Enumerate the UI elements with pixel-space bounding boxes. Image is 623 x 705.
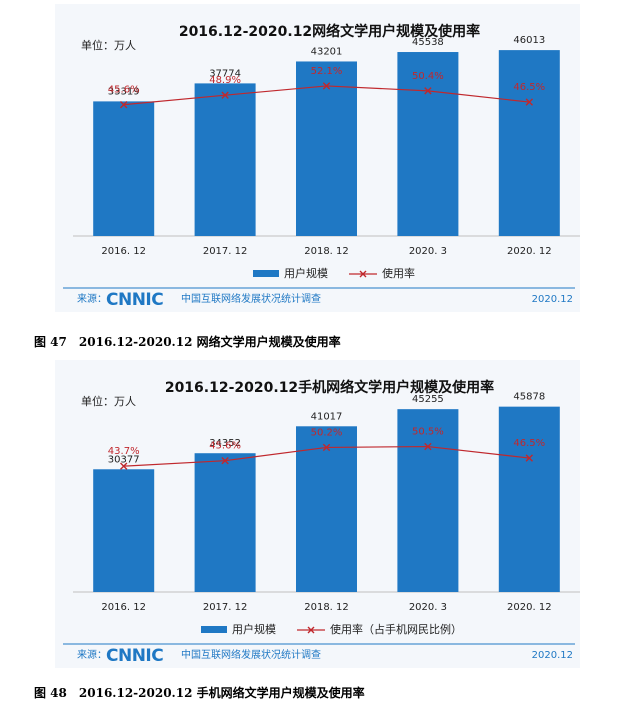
chart-panel-2: 2016.12-2020.12手机网络文学用户规模及使用率单位：万人 30377 2… xyxy=(55,360,580,668)
line-point-marker xyxy=(424,87,432,95)
line-point-marker xyxy=(322,443,331,452)
figure-caption-2: 图 48 2016.12-2020.12 手机网络文学用户规模及使用率 xyxy=(34,684,365,701)
bar xyxy=(498,406,560,592)
chart-title: 2016.12-2020.12手机网络文学用户规模及使用率 xyxy=(165,379,494,396)
figure-caption-text-1: 2016.12-2020.12 网络文学用户规模及使用率 xyxy=(78,335,341,349)
bar xyxy=(296,61,357,237)
legend-bar-label: 用户规模 xyxy=(284,266,328,280)
line-value-label: 50.4% xyxy=(412,71,444,82)
figure-number-1: 图 47 xyxy=(34,335,67,349)
line-point-marker xyxy=(120,462,128,470)
chart-title: 2016.12-2020.12网络文学用户规模及使用率 xyxy=(179,23,480,40)
x-tick-label: 2016. 12 xyxy=(101,602,146,613)
bar-value-label: 43201 xyxy=(311,46,343,57)
bar-value-label: 37774 xyxy=(209,68,241,79)
legend-line-marker xyxy=(307,626,315,634)
line-point-marker xyxy=(221,456,229,465)
line-point-marker xyxy=(525,98,533,106)
cnnic-logo: CNNIC xyxy=(106,646,163,666)
footer-source-prefix: 来源： xyxy=(77,648,107,661)
legend-bar-swatch xyxy=(201,626,227,633)
x-tick-label: 2017. 12 xyxy=(203,246,248,257)
figure-number-2: 图 48 xyxy=(34,686,67,700)
line-value-label: 50.5% xyxy=(412,427,444,438)
bar-value-label: 45878 xyxy=(513,392,545,403)
figure-caption-1: 图 47 2016.12-2020.12 网络文学用户规模及使用率 xyxy=(34,333,341,350)
line-value-label: 52.1% xyxy=(311,66,343,77)
bar xyxy=(93,469,155,592)
chart-panel-1: 2016.12-2020.12网络文学用户规模及使用率单位：万人 33319 201… xyxy=(55,4,580,312)
footer-org-name: 中国互联网络发展状况统计调查 xyxy=(181,292,321,305)
x-tick-label: 2016. 12 xyxy=(101,246,146,257)
legend-line-marker xyxy=(359,270,367,278)
line-point-marker xyxy=(322,82,331,90)
legend-bar-swatch xyxy=(253,270,279,277)
bar-value-label: 41017 xyxy=(311,411,343,422)
x-tick-label: 2020. 12 xyxy=(507,602,552,613)
x-tick-label: 2020. 3 xyxy=(409,246,447,257)
bar-value-label: 45538 xyxy=(412,37,444,48)
x-tick-label: 2018. 12 xyxy=(304,246,349,257)
line-value-label: 46.5% xyxy=(513,82,545,93)
bar xyxy=(296,426,357,592)
legend-bar-label: 用户规模 xyxy=(232,622,276,636)
unit-label: 单位：万人 xyxy=(81,38,136,52)
line-value-label: 50.2% xyxy=(311,427,343,438)
footer-date: 2020.12 xyxy=(532,650,573,661)
x-tick-label: 2020. 3 xyxy=(409,602,447,613)
bar xyxy=(194,453,256,592)
line-point-marker xyxy=(221,91,229,99)
line-value-label: 45.6% xyxy=(209,441,241,452)
line-point-marker xyxy=(525,454,533,462)
figure-caption-text-2: 2016.12-2020.12 手机网络文学用户规模及使用率 xyxy=(78,686,365,700)
bar xyxy=(498,50,560,236)
bar-value-label: 46013 xyxy=(513,35,545,46)
footer-date: 2020.12 xyxy=(532,294,573,305)
line-value-label: 43.7% xyxy=(108,446,140,457)
unit-label: 单位：万人 xyxy=(81,394,136,408)
x-tick-label: 2017. 12 xyxy=(203,602,248,613)
bar xyxy=(397,409,459,592)
line-value-label: 46.5% xyxy=(513,438,545,449)
footer-org-name: 中国互联网络发展状况统计调查 xyxy=(181,648,321,661)
cnnic-logo: CNNIC xyxy=(106,290,163,310)
bar-value-label: 34352 xyxy=(209,438,241,449)
footer-source-prefix: 来源： xyxy=(77,292,107,305)
legend-line-label: 使用率 xyxy=(382,266,415,280)
bar-value-label: 45255 xyxy=(412,394,444,405)
legend-line-label: 使用率（占手机网民比例） xyxy=(330,622,462,636)
bar xyxy=(397,52,459,236)
bar xyxy=(194,83,256,237)
x-tick-label: 2020. 12 xyxy=(507,246,552,257)
bar xyxy=(93,101,155,237)
line-value-label: 48.9% xyxy=(209,75,241,86)
line-value-label: 45.6% xyxy=(108,85,140,96)
line-point-marker xyxy=(424,442,432,451)
x-tick-label: 2018. 12 xyxy=(304,602,349,613)
bar-value-label: 30377 xyxy=(108,454,140,465)
bar-value-label: 33319 xyxy=(108,86,140,97)
line-point-marker xyxy=(120,100,128,109)
